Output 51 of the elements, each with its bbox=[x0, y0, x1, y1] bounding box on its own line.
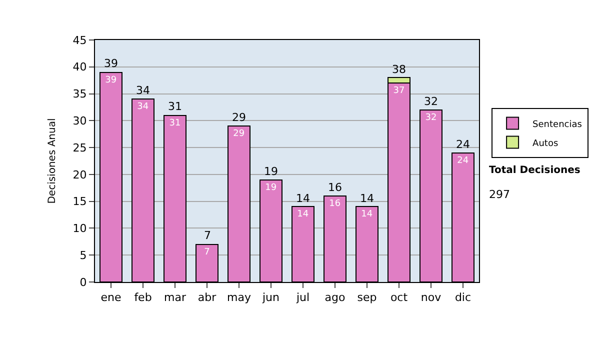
y-tick-label: 45 bbox=[72, 34, 87, 47]
x-tick-label: jun bbox=[262, 291, 280, 304]
data-label: 24 bbox=[457, 156, 469, 166]
y-tick-label: 30 bbox=[72, 114, 87, 128]
y-tick-label: 25 bbox=[72, 141, 87, 154]
data-label: 37 bbox=[393, 86, 405, 96]
y-tick-label: 0 bbox=[80, 276, 87, 289]
x-tick-label: mar bbox=[164, 291, 186, 304]
x-tick-label: nov bbox=[420, 291, 442, 304]
data-label: 39 bbox=[105, 75, 117, 86]
x-tick-label: oct bbox=[390, 291, 408, 304]
legend-label: Autos bbox=[532, 138, 558, 149]
data-label: 14 bbox=[297, 210, 309, 220]
y-tick-label: 20 bbox=[72, 168, 87, 182]
total-label: 7 bbox=[204, 229, 211, 242]
data-label: 29 bbox=[233, 129, 245, 140]
total-label: 19 bbox=[264, 165, 278, 178]
total-label: 32 bbox=[424, 95, 438, 108]
total-label: 16 bbox=[328, 181, 342, 194]
data-label: 7 bbox=[204, 247, 210, 258]
x-tick-label: jul bbox=[295, 291, 310, 304]
y-tick-label: 5 bbox=[80, 248, 87, 262]
legend-label: Sentencias bbox=[532, 120, 582, 130]
data-label: 14 bbox=[361, 210, 373, 220]
x-tick-label: dic bbox=[454, 291, 472, 304]
text: 297 bbox=[489, 188, 510, 201]
data-label: 19 bbox=[265, 182, 277, 193]
data-label: 32 bbox=[425, 112, 437, 123]
y-tick-label: 40 bbox=[72, 60, 87, 74]
total-label: 29 bbox=[232, 111, 246, 124]
total-label: 24 bbox=[456, 138, 470, 151]
x-tick-label: feb bbox=[134, 291, 152, 304]
x-tick-label: sep bbox=[357, 291, 377, 304]
data-label: 34 bbox=[137, 102, 149, 112]
y-tick-label: 10 bbox=[72, 222, 87, 236]
y-tick-label: 15 bbox=[72, 195, 87, 208]
total-label: 14 bbox=[296, 192, 310, 205]
x-tick-label: ene bbox=[100, 291, 122, 304]
y-tick-label: 35 bbox=[72, 88, 87, 101]
text: Total Decisiones bbox=[489, 165, 580, 176]
x-tick-label: ago bbox=[324, 291, 346, 304]
y-axis-title: Decisiones Anual bbox=[46, 118, 58, 204]
total-label: 31 bbox=[168, 100, 182, 113]
data-label: 16 bbox=[329, 198, 341, 209]
x-tick-label: abr bbox=[198, 291, 217, 304]
total-label: 14 bbox=[360, 192, 374, 205]
total-label: 34 bbox=[136, 84, 150, 97]
total-label: 38 bbox=[392, 63, 406, 76]
x-tick-label: may bbox=[227, 291, 252, 304]
data-label: 31 bbox=[169, 118, 181, 128]
total-label: 39 bbox=[104, 57, 118, 70]
